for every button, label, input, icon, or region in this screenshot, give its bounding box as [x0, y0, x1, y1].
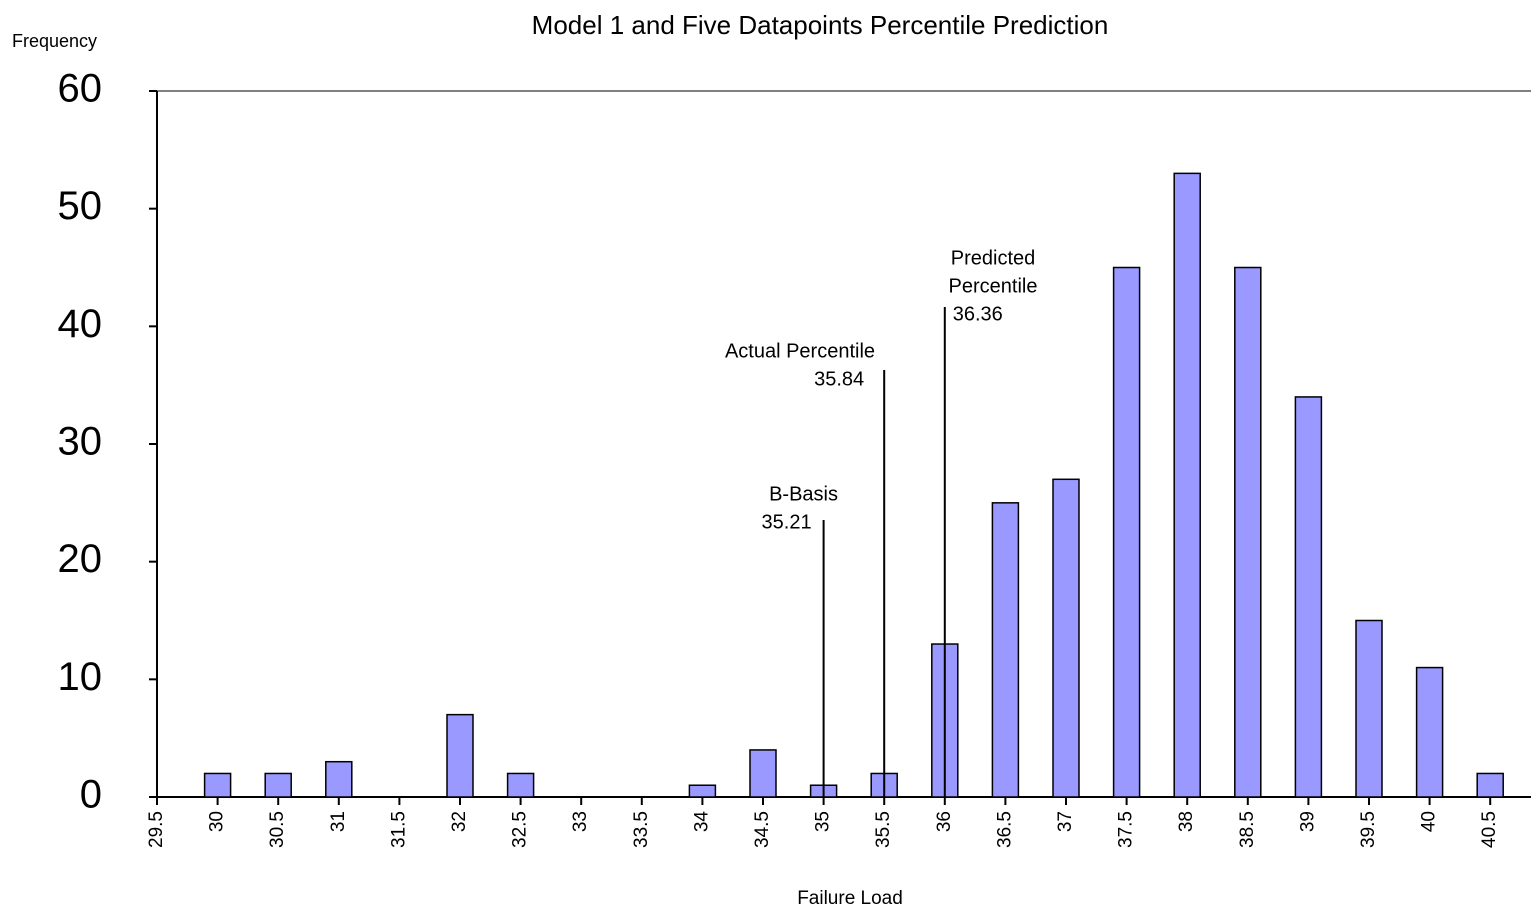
annotation-label: Percentile: [949, 275, 1038, 297]
x-tick-label: 30.5: [267, 811, 288, 848]
bar: [1476, 772, 1504, 798]
bar: [446, 713, 474, 798]
annotation-value: 35.21: [762, 511, 812, 533]
x-tick-label: 31.5: [388, 811, 409, 848]
x-tick-label: 37.5: [1116, 811, 1137, 848]
annotation-label: B-Basis: [769, 483, 838, 505]
x-tick-label: 40.5: [1479, 811, 1500, 848]
bar: [1355, 619, 1383, 798]
bar: [1234, 266, 1262, 798]
x-tick-label: 35.5: [873, 811, 894, 848]
y-tick-label: 50: [58, 184, 103, 228]
bar: [1294, 396, 1323, 798]
x-tick-label: 38: [1176, 811, 1197, 832]
chart-title: Model 1 and Five Datapoints Percentile P…: [532, 10, 1109, 40]
x-tick-label: 29.5: [146, 811, 167, 848]
x-tick-label: 35: [813, 811, 834, 832]
y-tick-label: 0: [80, 773, 102, 817]
bar: [991, 502, 1020, 798]
x-tick-label: 33: [570, 811, 591, 832]
x-tick-label: 37: [1055, 811, 1076, 832]
y-tick-label: 30: [58, 420, 103, 464]
bar: [1112, 266, 1141, 798]
x-tick-label: 33.5: [631, 811, 652, 848]
x-tick-label: 39: [1297, 811, 1318, 832]
annotation-value: 36.36: [953, 303, 1003, 325]
bar: [1173, 172, 1201, 798]
x-tick-label: 39.5: [1358, 811, 1379, 848]
x-tick-label: 32: [449, 811, 470, 832]
x-tick-label: 31: [328, 811, 349, 832]
bar: [264, 772, 292, 798]
bar: [749, 749, 777, 798]
annotation-label: Predicted: [951, 247, 1036, 269]
y-tick-label: 20: [58, 537, 103, 581]
x-tick-label: 36: [934, 811, 955, 832]
bar: [506, 772, 535, 798]
y-tick-label: 10: [58, 655, 103, 699]
bar: [203, 772, 232, 798]
annotation-value: 35.84: [814, 368, 864, 390]
x-tick-label: 36.5: [994, 811, 1015, 848]
bar: [325, 760, 353, 798]
bar: [688, 784, 717, 798]
x-tick-label: 40: [1419, 811, 1440, 832]
x-axis-label: Failure Load: [797, 888, 903, 909]
x-tick-label: 38.5: [1237, 811, 1258, 848]
bar: [1052, 478, 1080, 798]
y-axis-label: Frequency: [12, 31, 97, 51]
x-tick-label: 32.5: [510, 811, 531, 848]
x-tick-label: 30: [207, 811, 228, 832]
annotation-label: Actual Percentile: [725, 340, 875, 362]
x-tick-label: 34: [691, 811, 712, 833]
y-tick-label: 40: [58, 302, 103, 346]
y-tick-label: 60: [58, 67, 103, 111]
bar: [1415, 666, 1444, 798]
x-tick-label: 34.5: [752, 811, 773, 848]
